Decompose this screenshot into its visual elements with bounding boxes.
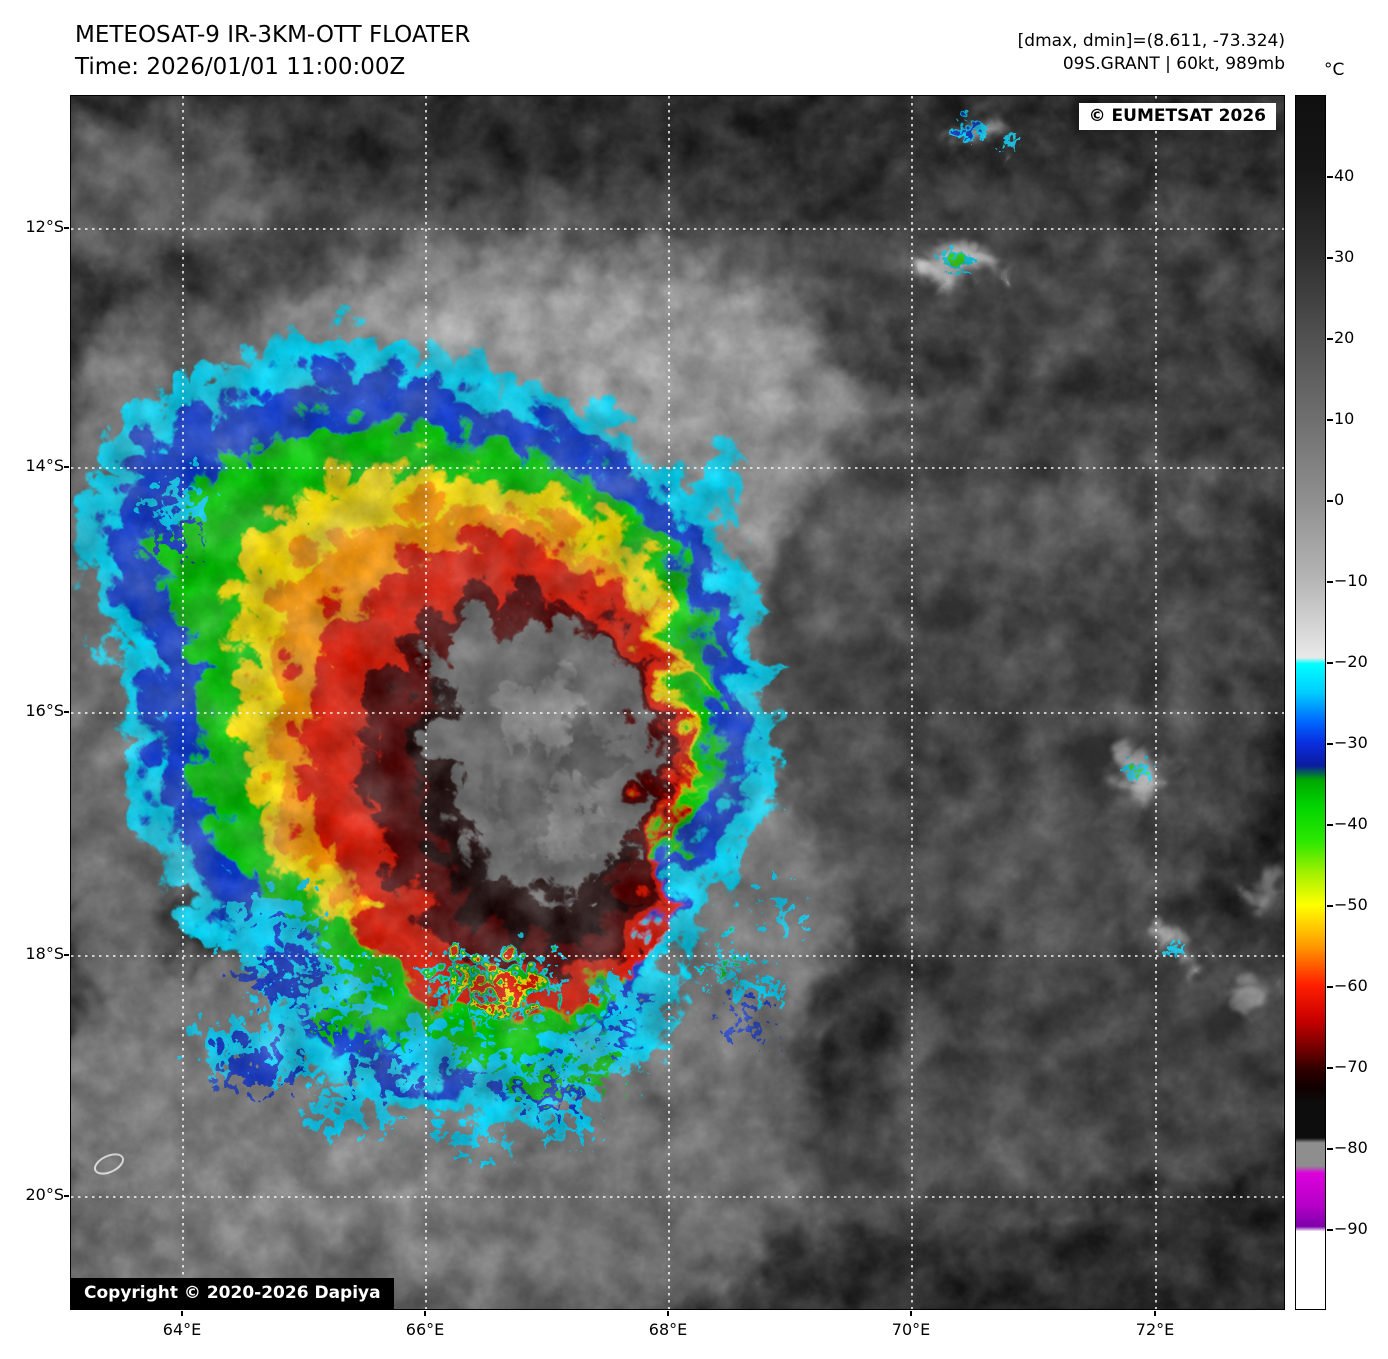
satellite-map: © EUMETSAT 2026 Copyright © 2020-2026 Da… bbox=[70, 95, 1285, 1310]
colorbar-ticklabel: 10 bbox=[1334, 409, 1355, 428]
colorbar-ticklabel: −90 bbox=[1334, 1219, 1368, 1238]
axis-tick bbox=[64, 711, 69, 713]
colorbar-ticklabel: 30 bbox=[1334, 247, 1355, 266]
colorbar-ticklabel: 20 bbox=[1334, 328, 1355, 347]
page-title: METEOSAT-9 IR-3KM-OTT FLOATER bbox=[75, 22, 471, 48]
lat-label-18s: 18°S bbox=[25, 944, 64, 963]
colorbar-tick bbox=[1327, 1067, 1333, 1069]
colorbar-ticklabel: −70 bbox=[1334, 1057, 1368, 1076]
colorbar-unit-label: °C bbox=[1324, 60, 1345, 80]
dapiya-credit: Copyright © 2020-2026 Dapiya bbox=[71, 1278, 394, 1309]
colorbar-tick bbox=[1327, 824, 1333, 826]
axis-tick bbox=[1154, 1311, 1156, 1316]
colorbar-ticklabel: 0 bbox=[1334, 490, 1345, 509]
colorbar-tick bbox=[1327, 743, 1333, 745]
axis-tick bbox=[424, 1311, 426, 1316]
axis-tick bbox=[64, 954, 69, 956]
timestamp: Time: 2026/01/01 11:00:00Z bbox=[75, 54, 406, 80]
temperature-colorbar bbox=[1295, 95, 1326, 1310]
colorbar-ticklabel: −80 bbox=[1334, 1138, 1368, 1157]
colorbar-ticklabel: −10 bbox=[1334, 571, 1368, 590]
eumetsat-credit: © EUMETSAT 2026 bbox=[1078, 103, 1276, 130]
colorbar-ticklabel: −60 bbox=[1334, 976, 1368, 995]
colorbar-tick bbox=[1327, 986, 1333, 988]
axis-tick bbox=[181, 1311, 183, 1316]
lon-label-68e: 68°E bbox=[648, 1320, 688, 1339]
colorbar-ticklabel: −20 bbox=[1334, 652, 1368, 671]
axis-tick bbox=[64, 466, 69, 468]
dmax-dmin-readout: [dmax, dmin]=(8.611, -73.324) bbox=[1017, 31, 1285, 51]
colorbar-tick bbox=[1327, 500, 1333, 502]
colorbar-tick bbox=[1327, 581, 1333, 583]
lon-label-70e: 70°E bbox=[891, 1320, 931, 1339]
colorbar-tick bbox=[1327, 176, 1333, 178]
colorbar-ticklabel: 40 bbox=[1334, 166, 1355, 185]
lon-label-72e: 72°E bbox=[1135, 1320, 1175, 1339]
colorbar-tick bbox=[1327, 338, 1333, 340]
lat-label-14s: 14°S bbox=[25, 456, 64, 475]
colorbar-tick bbox=[1327, 1148, 1333, 1150]
colorbar-tick bbox=[1327, 419, 1333, 421]
lat-label-20s: 20°S bbox=[25, 1185, 64, 1204]
lon-label-64e: 64°E bbox=[162, 1320, 202, 1339]
axis-tick bbox=[667, 1311, 669, 1316]
axis-tick bbox=[910, 1311, 912, 1316]
satellite-image bbox=[71, 96, 1284, 1309]
colorbar-ticklabel: −40 bbox=[1334, 814, 1368, 833]
axis-tick bbox=[64, 227, 69, 229]
colorbar-tick bbox=[1327, 1229, 1333, 1231]
colorbar-ticklabel: −30 bbox=[1334, 733, 1368, 752]
axis-tick bbox=[64, 1195, 69, 1197]
lat-label-16s: 16°S bbox=[25, 701, 64, 720]
grain-dark bbox=[71, 96, 1284, 1309]
storm-intensity-readout: 09S.GRANT | 60kt, 989mb bbox=[1062, 54, 1285, 74]
header-right-info: [dmax, dmin]=(8.611, -73.324) 09S.GRANT … bbox=[1018, 30, 1285, 76]
colorbar-tick bbox=[1327, 662, 1333, 664]
colorbar-ticklabel: −50 bbox=[1334, 895, 1368, 914]
lon-label-66e: 66°E bbox=[405, 1320, 445, 1339]
lat-label-12s: 12°S bbox=[25, 217, 64, 236]
colorbar-tick bbox=[1327, 257, 1333, 259]
colorbar-tick bbox=[1327, 905, 1333, 907]
